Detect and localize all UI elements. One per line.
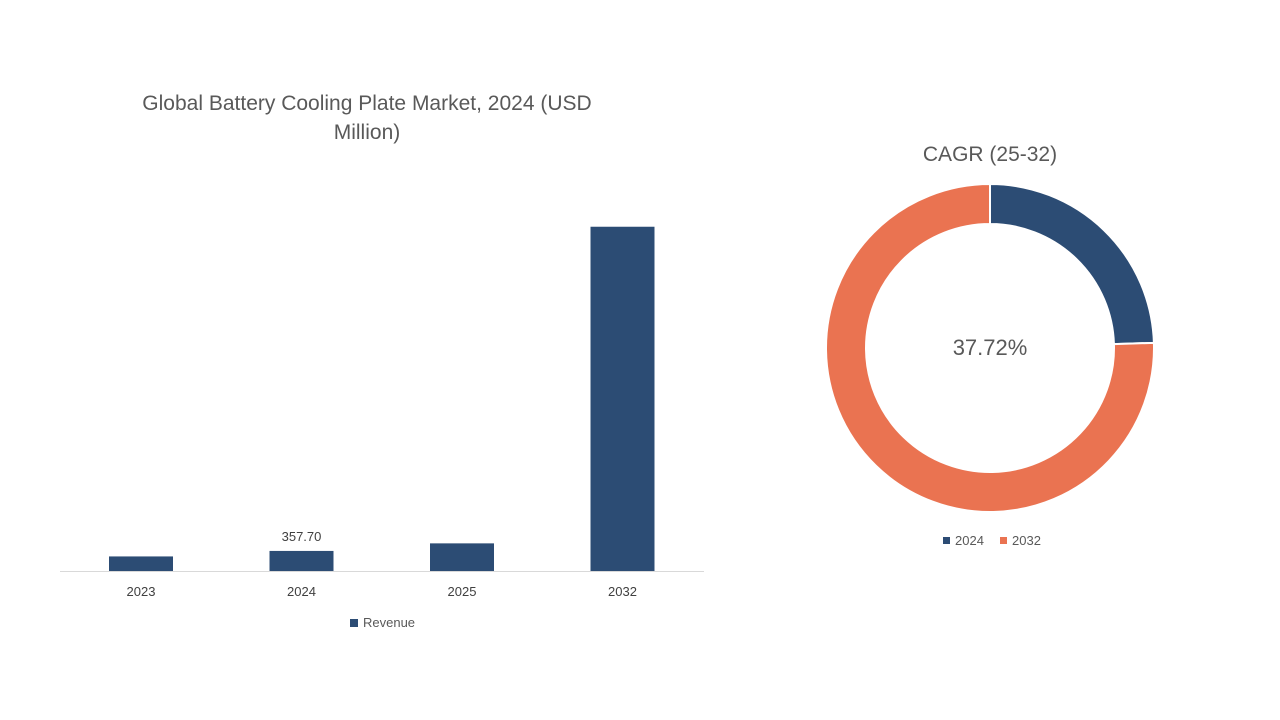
donut-chart-title: CAGR (25-32) <box>923 143 1057 166</box>
legend-swatch-2024 <box>943 537 950 544</box>
legend-label-2024: 2024 <box>955 533 984 548</box>
bar-2032 <box>590 226 655 571</box>
bar-2024 <box>269 550 334 571</box>
x-tick-2024: 2024 <box>287 584 316 599</box>
bar-chart-title-line-1: Global Battery Cooling Plate Market, 202… <box>142 92 591 115</box>
donut-center-label: 37.72% <box>953 335 1028 360</box>
x-tick-2025: 2025 <box>448 584 477 599</box>
bar-chart-legend: Revenue <box>350 615 415 630</box>
donut-chart-legend: 2024 2032 <box>943 533 1041 548</box>
bar-chart: Global Battery Cooling Plate Market, 202… <box>60 92 704 630</box>
legend-label-revenue: Revenue <box>363 615 415 630</box>
bar-2025 <box>430 543 494 571</box>
x-axis-ticks: 2023 2024 2025 2032 <box>127 584 637 599</box>
x-tick-2032: 2032 <box>608 584 637 599</box>
legend-swatch-2032 <box>1000 537 1007 544</box>
legend-swatch-revenue <box>350 619 358 627</box>
bar-series-revenue: 357.70 <box>109 226 655 571</box>
donut-chart: CAGR (25-32) 37.72% 2024 2032 <box>825 143 1155 548</box>
bar-chart-title-line-2: Million) <box>334 121 401 144</box>
legend-label-2032: 2032 <box>1012 533 1041 548</box>
donut-slice-2032 <box>825 182 1155 513</box>
x-tick-2023: 2023 <box>127 584 156 599</box>
bar-2023 <box>109 556 173 571</box>
donut-slices <box>825 182 1155 513</box>
donut-slice-2024 <box>989 182 1155 346</box>
data-label-2024: 357.70 <box>282 529 322 544</box>
